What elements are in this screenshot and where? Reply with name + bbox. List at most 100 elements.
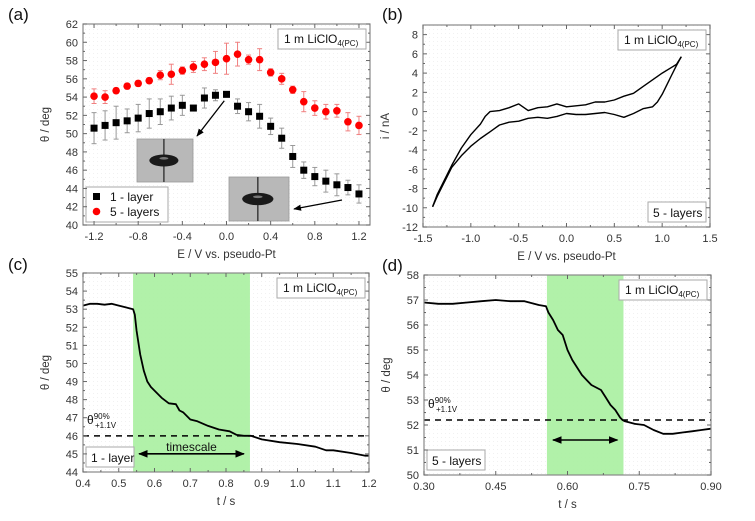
data-point (256, 112, 264, 120)
y-axis-title: θ / deg (381, 357, 393, 392)
data-point (189, 104, 197, 112)
y-tick-label: 53 (66, 304, 78, 316)
data-point (145, 76, 154, 85)
x-tick-label: 0.45 (485, 481, 506, 493)
y-tick-label: 58 (66, 56, 78, 68)
x-axis-title: t / s (217, 496, 236, 508)
data-point (355, 190, 363, 198)
x-tick-label: -0.5 (509, 233, 528, 245)
droplet (149, 154, 179, 167)
x-tick-label: 0.9 (254, 478, 269, 490)
data-point (189, 63, 198, 71)
data-point (156, 108, 164, 116)
data-point (278, 134, 286, 142)
timescale-label: timescale (166, 440, 217, 454)
x-axis-title: t / s (558, 499, 577, 511)
electrolyte-main: 1 m LiClO (625, 283, 678, 297)
data-point (200, 94, 208, 102)
x-tick-label: 0.60 (557, 481, 578, 493)
y-tick-label: -8 (408, 184, 418, 196)
data-point (101, 121, 109, 129)
y-axis-title: i / nA (380, 113, 392, 140)
data-point (134, 79, 142, 88)
electrolyte-box (277, 28, 367, 50)
series-one-layer (90, 87, 363, 204)
y-tick-label: 44 (66, 183, 78, 195)
data-point (289, 152, 297, 160)
data-point (311, 173, 319, 181)
x-tick-label: 0.4 (263, 231, 278, 243)
x-tick-label: 0.4 (75, 478, 90, 490)
data-point (167, 70, 176, 79)
electrolyte-label: 1 m LiClO4(PC) (624, 33, 699, 49)
electrolyte-subscript: 4(PC) (677, 40, 698, 49)
y-tick-label: 56 (407, 320, 419, 332)
data-point (101, 93, 109, 101)
data-point (223, 90, 230, 98)
x-tick-label: -1.5 (414, 233, 433, 245)
electrolyte-box (618, 279, 708, 301)
x-tick-label: 0.7 (183, 478, 198, 490)
x-tick-label: 0.8 (218, 478, 233, 490)
x-tick-label: 1.0 (290, 478, 305, 490)
x-axis-title: E / V vs. pseudo-Pt (177, 249, 276, 261)
y-tick-label: 4 (412, 68, 418, 80)
x-tick-label: 1.5 (702, 233, 717, 245)
threshold-superscript: 90% (435, 396, 451, 405)
layer-label: 5 - layers (653, 206, 702, 220)
data-point (112, 119, 120, 127)
data-point (267, 122, 275, 130)
data-point (178, 101, 186, 109)
data-point (90, 124, 98, 132)
y-tick-label: 50 (407, 470, 419, 482)
y-tick-label: 60 (66, 37, 78, 49)
data-point (255, 55, 264, 64)
series-five-layers (90, 41, 363, 136)
threshold-subscript: +1.1V (95, 421, 117, 430)
droplet (242, 192, 274, 206)
inset-droplet-1p1V (228, 176, 290, 222)
threshold-theta: θ (87, 413, 94, 427)
data-point (211, 58, 220, 67)
droplet-highlight (159, 157, 169, 160)
droplet-highlight (252, 195, 263, 199)
x-tick-label: 0.75 (629, 481, 650, 493)
legend-box (85, 186, 169, 223)
data-point (222, 54, 231, 63)
data-point (123, 117, 131, 125)
legend-label-five-layers: 5 - layers (110, 205, 159, 219)
y-tick-label: 57 (407, 295, 419, 307)
panel-b: 5 - layers -1.5 -1.0 -0.5 0.0 0.5 1.0 1.5 -12 -10… (380, 5, 718, 263)
electrolyte-subscript: 4(PC) (337, 39, 358, 48)
y-axis-title: θ / deg (40, 355, 52, 390)
y-tick-label: -4 (408, 145, 418, 157)
data-point (233, 50, 242, 58)
y-tick-label: -10 (402, 203, 418, 215)
data-point (112, 86, 120, 95)
data-point (300, 166, 308, 174)
y-tick-label: 8 (412, 30, 418, 42)
y-tick-label: -6 (408, 164, 418, 176)
x-tick-label: 0.90 (700, 481, 721, 493)
y-tick-label: 50 (66, 358, 78, 370)
contact-angle-curve (82, 302, 369, 457)
legend-marker-one-layer (93, 193, 100, 200)
electrolyte-main: 1 m LiClO (624, 33, 677, 47)
data-point (266, 68, 275, 77)
electrolyte-subscript: 4(PC) (336, 288, 357, 297)
threshold-label: θ90% +1.1V (87, 412, 117, 430)
y-tick-label: 48 (66, 147, 78, 159)
x-tick-label: 0.0 (219, 231, 234, 243)
y-tick-label: 52 (66, 322, 78, 334)
x-tick-label: -0.4 (173, 231, 192, 243)
x-tick-label: 1.0 (655, 233, 670, 245)
x-tick-label: 0.8 (307, 231, 322, 243)
plot-background (423, 25, 710, 227)
layer-label-box (426, 449, 486, 471)
y-tick-label: 45 (66, 449, 78, 461)
y-tick-label: 53 (407, 395, 419, 407)
y-tick-label: 55 (66, 268, 78, 280)
arrow-to-inset-0V (196, 100, 225, 137)
